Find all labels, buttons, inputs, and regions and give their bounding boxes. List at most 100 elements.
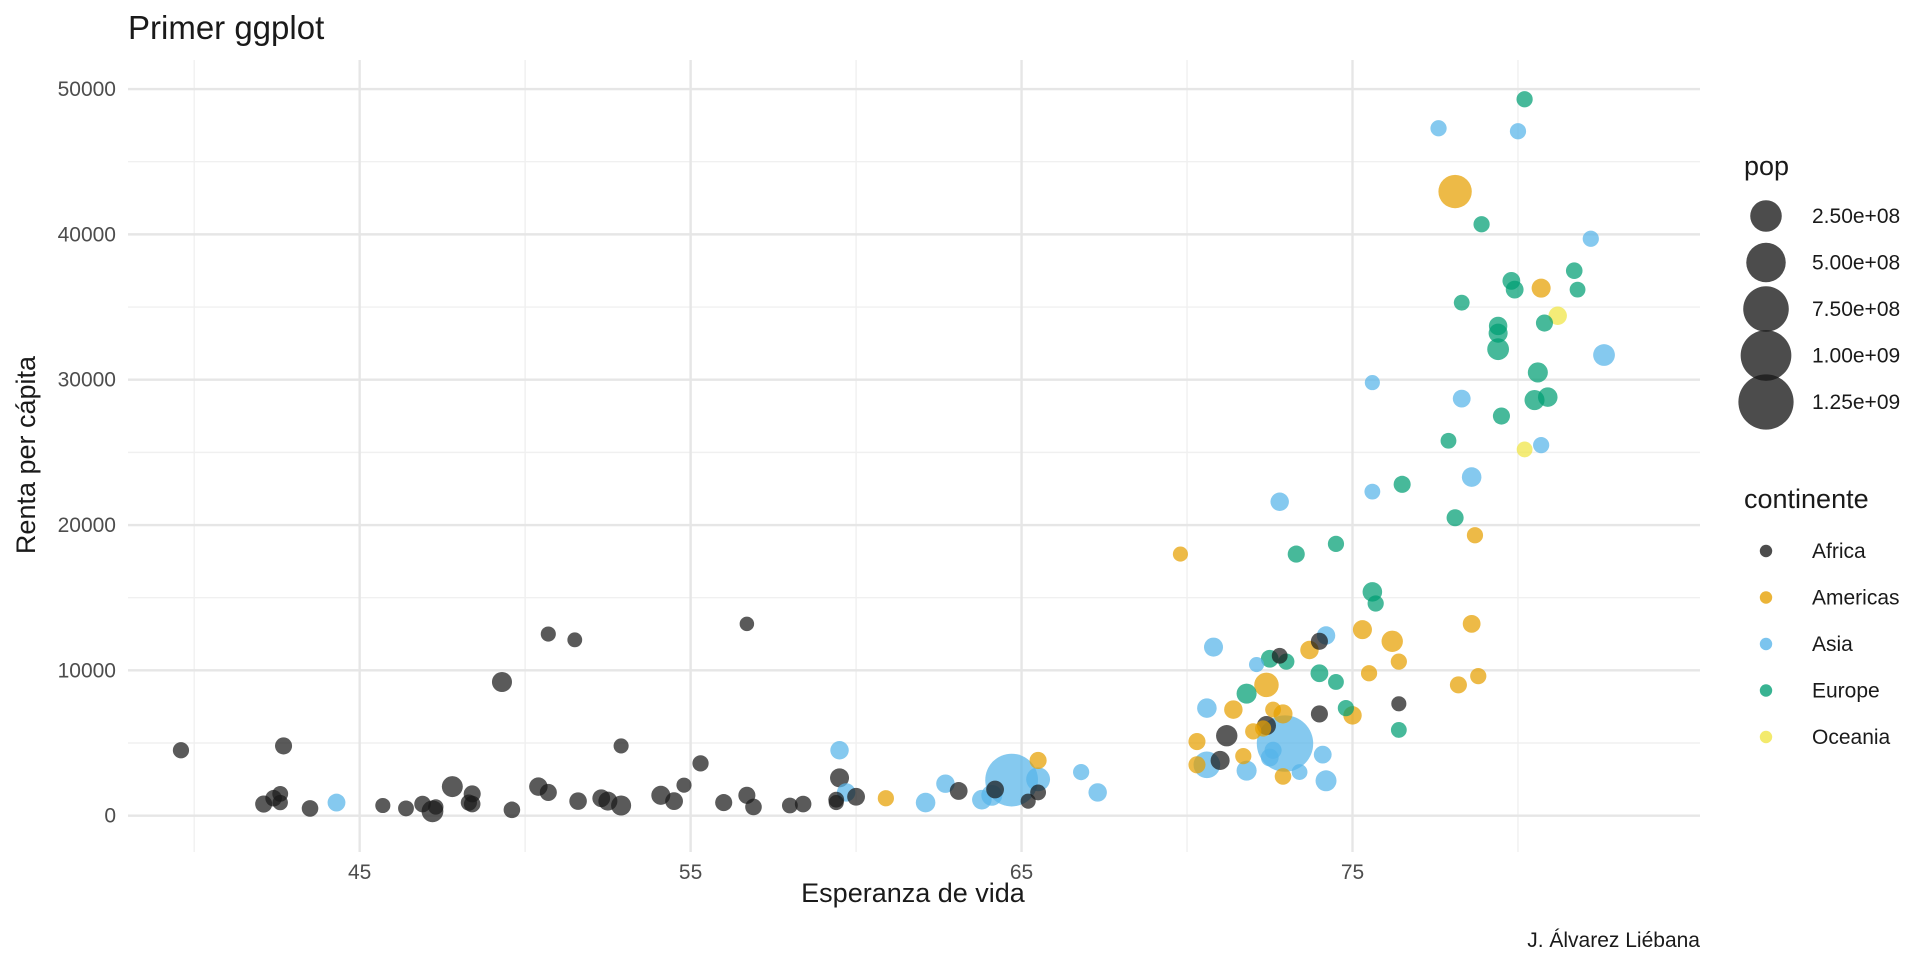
- data-point: [460, 794, 477, 811]
- color-legend-label: Americas: [1812, 587, 1900, 610]
- y-tick-labels: 0 10000 20000 30000 40000 50000: [58, 78, 116, 828]
- data-point: [1216, 725, 1238, 747]
- y-tick-label: 30000: [58, 369, 116, 392]
- size-legend-label: 7.50e+08: [1812, 298, 1900, 321]
- data-point: [1505, 280, 1524, 299]
- data-point: [375, 797, 391, 814]
- size-legend-title: pop: [1744, 151, 1789, 181]
- color-legend-label: Oceania: [1812, 726, 1891, 749]
- data-point: [503, 801, 521, 819]
- data-point: [1364, 375, 1380, 391]
- data-point: [491, 671, 513, 693]
- data-point: [1337, 700, 1355, 717]
- data-point: [1328, 674, 1344, 690]
- data-point: [1029, 751, 1047, 769]
- y-tick-label: 50000: [58, 78, 116, 101]
- data-point: [877, 790, 894, 807]
- size-legend-key: [1746, 242, 1786, 283]
- data-point: [1203, 637, 1224, 657]
- size-legend-key: [1743, 286, 1789, 332]
- data-point: [1364, 483, 1381, 500]
- data-point: [1310, 705, 1328, 723]
- data-point: [1446, 509, 1464, 527]
- data-point: [1473, 216, 1490, 233]
- data-point: [1516, 91, 1533, 108]
- data-points: [172, 91, 1615, 823]
- data-point: [830, 741, 849, 760]
- data-point: [828, 795, 844, 811]
- x-tick-label: 75: [1341, 861, 1364, 884]
- data-point: [1172, 546, 1188, 562]
- data-point: [794, 795, 812, 813]
- data-point: [1254, 672, 1279, 698]
- data-point: [1438, 174, 1472, 209]
- data-point: [540, 626, 556, 642]
- data-point: [1509, 123, 1527, 140]
- data-point: [1224, 700, 1243, 719]
- caption: J. Álvarez Liébana: [1527, 929, 1700, 952]
- data-point: [1492, 407, 1510, 425]
- data-point: [1236, 760, 1257, 781]
- y-tick-label: 0: [104, 805, 116, 828]
- data-point: [1487, 338, 1510, 361]
- data-point: [830, 768, 850, 788]
- data-point: [1088, 783, 1107, 802]
- data-point: [327, 793, 346, 812]
- color-legend-label: Asia: [1812, 633, 1853, 656]
- data-point: [1582, 230, 1599, 247]
- data-point: [1548, 306, 1567, 325]
- data-point: [1593, 344, 1615, 366]
- data-point: [1390, 722, 1407, 738]
- data-point: [569, 792, 587, 810]
- data-point: [1210, 750, 1230, 770]
- data-point: [1188, 733, 1206, 751]
- data-point: [1488, 316, 1508, 336]
- data-point: [1569, 281, 1586, 298]
- color-legend-key: [1759, 591, 1773, 604]
- data-point: [1440, 432, 1457, 449]
- data-point: [1381, 630, 1403, 652]
- data-point: [1073, 763, 1090, 781]
- color-legend-label: Africa: [1812, 540, 1866, 563]
- data-point: [613, 738, 629, 754]
- y-axis-title: Renta per cápita: [11, 355, 41, 554]
- data-point: [1313, 745, 1332, 764]
- size-legend-label: 2.50e+08: [1812, 205, 1900, 228]
- data-point: [539, 783, 557, 801]
- data-point: [972, 789, 992, 810]
- data-point: [1535, 314, 1553, 332]
- x-tick-labels: 45 55 65 75: [348, 861, 1364, 884]
- size-legend-label: 1.25e+09: [1812, 391, 1900, 414]
- y-tick-label: 10000: [58, 659, 116, 682]
- data-point: [1327, 535, 1345, 553]
- data-point: [847, 787, 865, 806]
- data-point: [1265, 701, 1281, 718]
- data-point: [1537, 387, 1558, 407]
- size-legend: pop 2.50e+08 5.00e+08 7.50e+08 1.00e+09 1.25…: [1738, 151, 1900, 430]
- data-point: [1430, 120, 1447, 137]
- data-point: [275, 737, 293, 755]
- data-point: [301, 800, 319, 817]
- size-legend-label: 5.00e+08: [1812, 252, 1900, 275]
- data-point: [715, 794, 733, 812]
- chart-title: Primer ggplot: [128, 9, 324, 46]
- data-point: [1020, 793, 1036, 809]
- color-legend-title: continente: [1744, 484, 1869, 514]
- data-point: [1274, 768, 1292, 785]
- data-point: [915, 792, 936, 813]
- data-point: [1453, 294, 1470, 311]
- color-legend: continente Africa Americas Asia Europe Ocean…: [1744, 484, 1900, 749]
- data-point: [1393, 475, 1411, 493]
- data-point: [1030, 784, 1047, 801]
- color-legend-key: [1759, 544, 1773, 558]
- data-point: [398, 800, 414, 817]
- data-point: [1449, 676, 1467, 694]
- data-point: [781, 797, 798, 814]
- data-point: [1452, 389, 1471, 408]
- data-point: [1270, 492, 1289, 512]
- data-point: [1352, 620, 1372, 640]
- data-point: [1565, 262, 1583, 280]
- y-tick-label: 20000: [58, 514, 116, 537]
- data-point: [567, 632, 583, 648]
